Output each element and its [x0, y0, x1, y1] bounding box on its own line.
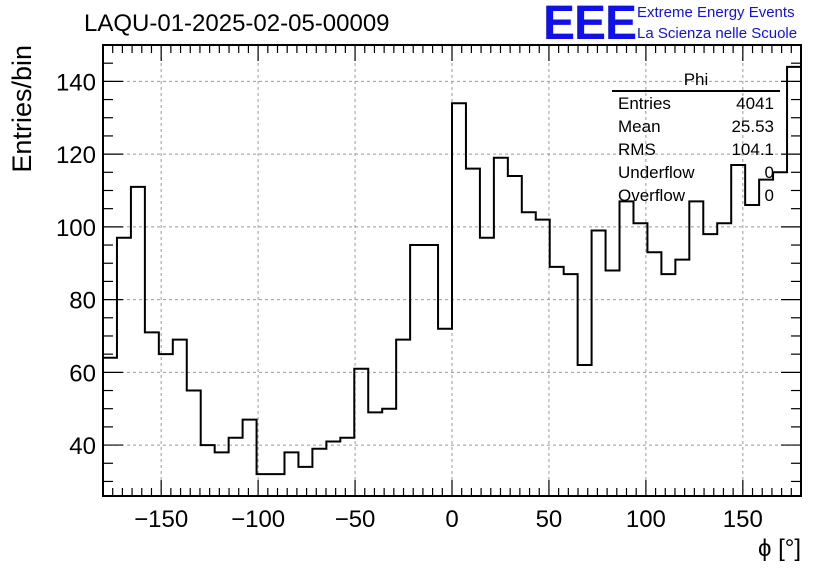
x-tick-label: −150 — [134, 506, 188, 533]
y-tick-label: 80 — [69, 288, 96, 315]
stats-key: Underflow — [618, 163, 695, 182]
stats-key: Overflow — [618, 186, 686, 205]
stats-value: 4041 — [736, 94, 774, 113]
stats-box: Phi Entries 4041 Mean 25.53 RMS 104.1 Under… — [612, 70, 780, 207]
stats-row-rms: RMS 104.1 — [612, 138, 780, 161]
logo-subtitle-2: La Scienza nelle Scuole — [637, 25, 798, 42]
y-tick-labels: 40 60 80 100 120 140 — [56, 69, 96, 460]
axis-ticks — [103, 45, 801, 496]
x-tick-label: −100 — [231, 506, 285, 533]
stats-value: 0 — [764, 186, 774, 205]
stats-value: 25.53 — [731, 117, 774, 136]
y-tick-label: 120 — [56, 142, 96, 169]
stats-row-overflow: Overflow 0 — [612, 184, 780, 207]
x-tick-label: 150 — [723, 506, 763, 533]
y-tick-label: 40 — [69, 433, 96, 460]
eee-logo: EEE — [543, 0, 637, 50]
stats-row-entries: Entries 4041 — [612, 92, 780, 115]
plot-frame — [102, 44, 802, 497]
y-tick-label: 60 — [69, 360, 96, 387]
y-tick-label: 100 — [56, 215, 96, 242]
logo-subtitle-1: Extreme Energy Events — [637, 4, 795, 21]
y-tick-label: 140 — [56, 69, 96, 96]
stats-key: Entries — [618, 94, 671, 113]
stats-key: RMS — [618, 140, 656, 159]
stats-row-underflow: Underflow 0 — [612, 161, 780, 184]
y-axis-title: Entries/bin — [7, 45, 37, 173]
x-tick-label: 100 — [626, 506, 666, 533]
x-tick-labels: −150 −100 −50 0 50 100 150 — [134, 506, 763, 533]
stats-value: 104.1 — [731, 140, 774, 159]
x-tick-label: 50 — [536, 506, 563, 533]
stats-value: 0 — [764, 163, 774, 182]
stats-row-mean: Mean 25.53 — [612, 115, 780, 138]
x-tick-label: 0 — [445, 506, 458, 533]
x-axis-title: ϕ [°] — [758, 535, 801, 562]
histogram-line — [103, 65, 801, 476]
stats-title: Phi — [612, 70, 780, 92]
stats-key: Mean — [618, 117, 661, 136]
run-title: LAQU-01-2025-02-05-00009 — [84, 10, 390, 37]
x-tick-label: −50 — [335, 506, 376, 533]
